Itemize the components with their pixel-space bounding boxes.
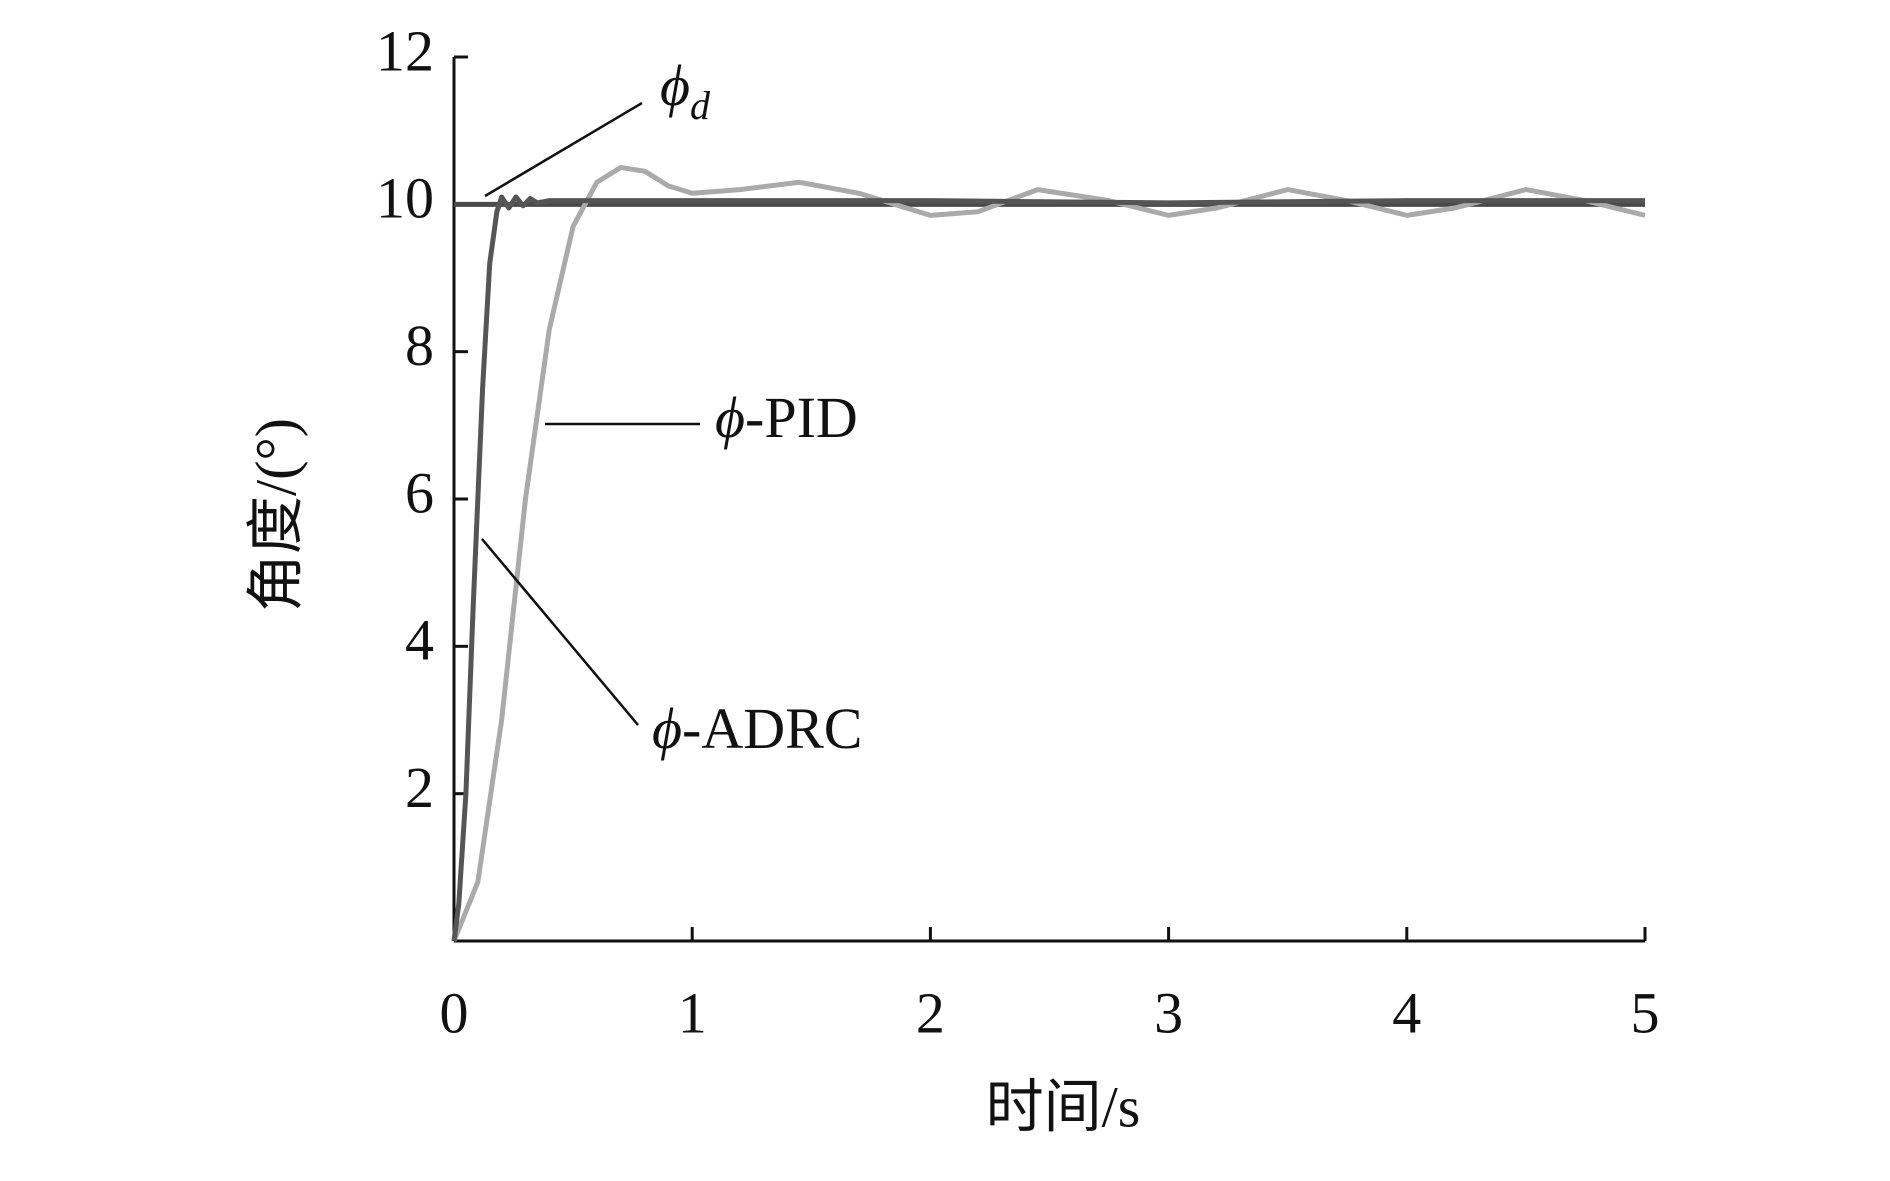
y-tick-label: 2	[405, 755, 434, 820]
series-label: ϕ-PID	[715, 385, 858, 450]
x-tick-label: 0	[440, 980, 469, 1045]
x-tick-label: 1	[678, 980, 707, 1045]
series-label: ϕd	[660, 53, 711, 128]
x-axis-label: 时间/s	[986, 1074, 1141, 1139]
y-axis-label: 角度/(°)	[243, 418, 308, 612]
y-tick-label: 6	[405, 460, 434, 525]
series-line	[451, 194, 1645, 942]
x-tick-label: 3	[1154, 980, 1183, 1045]
leader-line	[481, 538, 639, 726]
y-tick-label: 4	[405, 608, 434, 673]
y-tick-label: 8	[405, 313, 434, 378]
y-tick-label: 12	[376, 18, 434, 83]
y-tick-label: 10	[376, 166, 434, 231]
series-line	[451, 165, 1646, 942]
x-tick-label: 5	[1631, 980, 1660, 1045]
x-tick-label: 4	[1392, 980, 1421, 1045]
series-label: ϕ-ADRC	[652, 696, 863, 761]
leader-line	[484, 101, 643, 198]
x-tick-label: 2	[916, 980, 945, 1045]
